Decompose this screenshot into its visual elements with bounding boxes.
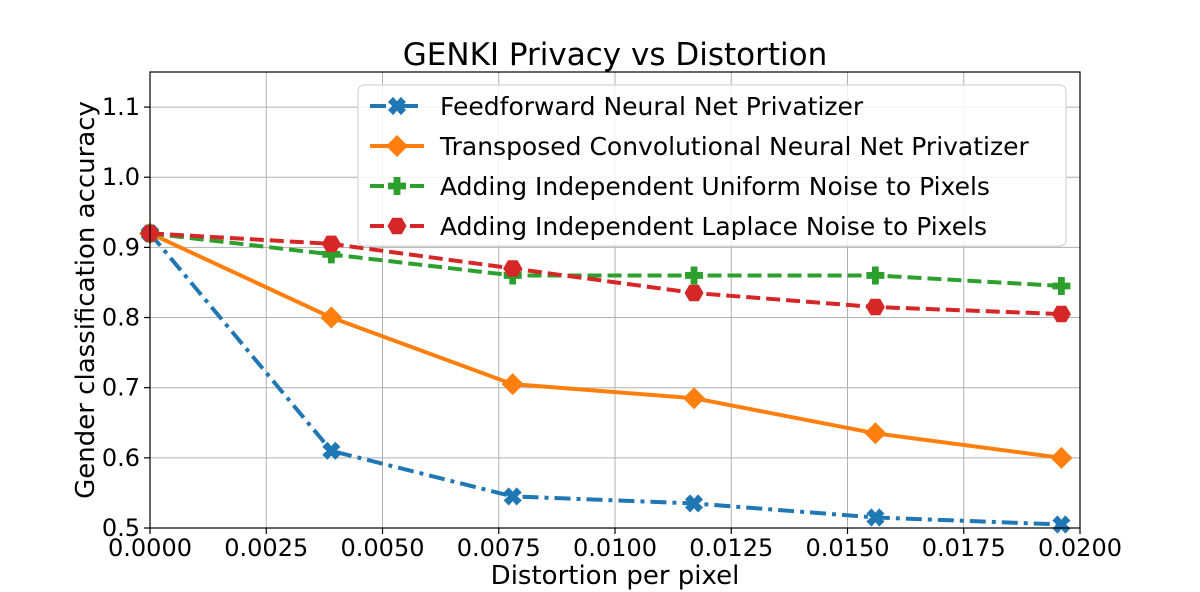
legend-marker xyxy=(386,135,408,157)
series-2-point xyxy=(683,387,706,410)
series-layer xyxy=(139,222,1073,534)
x-tick-label: 0.0175 xyxy=(922,534,1006,562)
legend-label: Adding Independent Uniform Noise to Pixe… xyxy=(440,172,990,201)
legend-label: Adding Independent Laplace Noise to Pixe… xyxy=(440,212,987,241)
series-1-point xyxy=(684,494,704,513)
legend-box xyxy=(357,84,1067,247)
x-tick-label: 0.0000 xyxy=(108,534,192,562)
series-1-point xyxy=(866,508,885,527)
legend-entry: Feedforward Neural Net Privatizer xyxy=(370,92,864,121)
x-tick-label: 0.0125 xyxy=(689,534,773,562)
series-4-line xyxy=(149,231,1062,317)
x-tick-label: 0.0025 xyxy=(224,534,308,562)
series-4-point xyxy=(684,284,704,302)
y-tick-label: 0.8 xyxy=(102,304,140,332)
x-tick-label: 0.0075 xyxy=(457,534,541,562)
series-4-point xyxy=(1051,305,1071,323)
series-2-point xyxy=(320,306,343,329)
legend-marker xyxy=(387,96,407,116)
series-1-point xyxy=(1052,515,1071,534)
y-axis-title: Gender classification accuracy xyxy=(71,101,101,499)
y-tick-label: 0.9 xyxy=(102,233,140,261)
series-4-point xyxy=(321,235,341,253)
series-2-point xyxy=(1050,446,1073,469)
y-tick-label: 0.5 xyxy=(102,514,140,542)
x-tick-label: 0.0050 xyxy=(341,534,425,562)
series-2 xyxy=(139,222,1073,469)
legend-marker xyxy=(388,177,406,195)
legend-marker xyxy=(387,217,407,235)
legend-entry: Transposed Convolutional Neural Net Priv… xyxy=(370,132,1030,161)
legend-entry: Adding Independent Laplace Noise to Pixe… xyxy=(370,212,987,241)
legend-entry: Adding Independent Uniform Noise to Pixe… xyxy=(370,172,990,201)
series-3-line xyxy=(149,231,1062,288)
series-2-point xyxy=(864,422,887,445)
series-2-point xyxy=(501,373,524,396)
x-tick-label: 0.0200 xyxy=(1038,534,1122,562)
series-4-point xyxy=(865,298,885,316)
ticks: 0.0000 0.0025 0.0050 0.0075 0.0100 0.0125 0.01… xyxy=(102,93,1122,562)
series-3-point xyxy=(685,266,704,285)
x-axis-title: Distortion per pixel xyxy=(491,561,740,591)
legend-label: Feedforward Neural Net Privatizer xyxy=(440,92,864,121)
series-4 xyxy=(140,225,1071,323)
y-tick-label: 0.6 xyxy=(102,444,140,472)
series-1-line xyxy=(148,232,1062,527)
x-tick-label: 0.0150 xyxy=(806,534,890,562)
series-2-line xyxy=(149,231,1062,460)
y-tick-label: 0.7 xyxy=(102,374,140,402)
series-3-point xyxy=(1052,276,1071,295)
legend-label: Transposed Convolutional Neural Net Priv… xyxy=(439,132,1030,161)
y-tick-label: 1.0 xyxy=(102,163,140,191)
series-3-point xyxy=(322,245,341,264)
y-tick-label: 1.1 xyxy=(102,93,140,121)
series-4-point xyxy=(503,260,523,277)
x-tick-label: 0.0100 xyxy=(573,534,657,562)
series-1-point xyxy=(503,487,522,506)
chart-title: GENKI Privacy vs Distortion xyxy=(403,37,827,73)
legend: Feedforward Neural Net Privatizer Transpo… xyxy=(357,84,1067,247)
series-3-point xyxy=(866,266,885,285)
series-1-point xyxy=(322,441,341,460)
